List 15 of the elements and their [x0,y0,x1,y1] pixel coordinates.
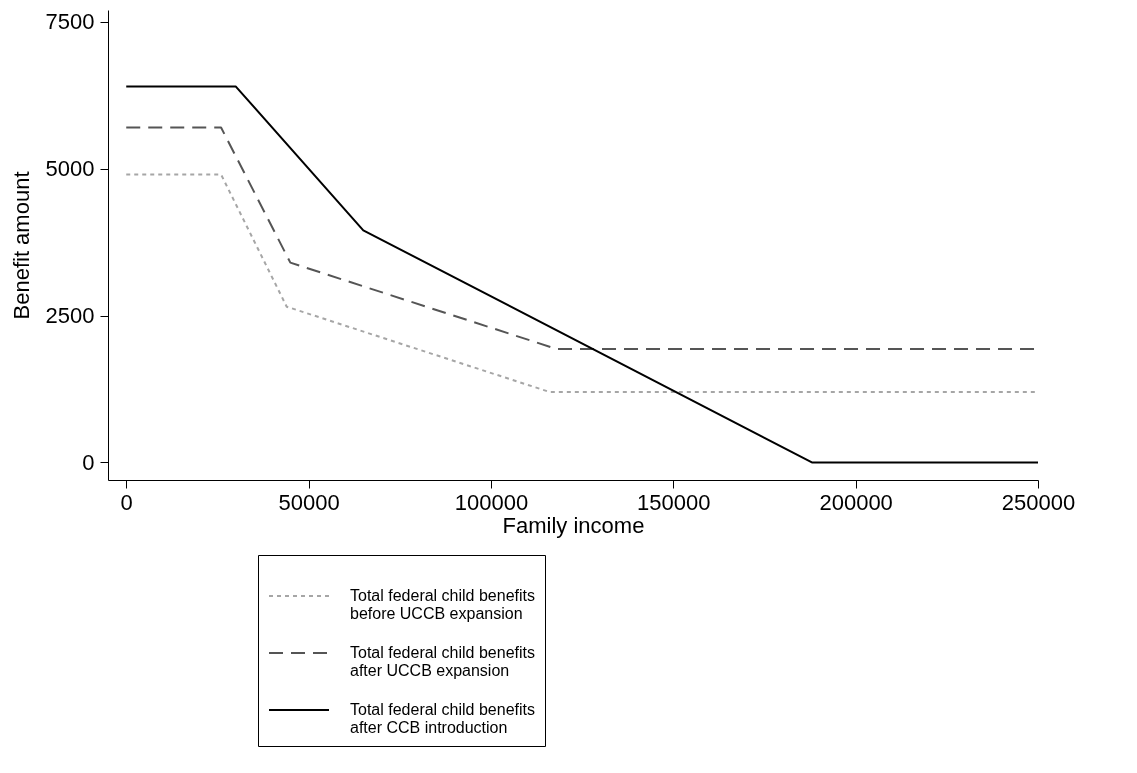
y-axis-title: Benefit amount [8,171,34,320]
y-tick-label: 0 [82,449,95,475]
x-axis-title: Family income [502,512,645,538]
legend-label: Total federal child benefits after CCB introduction [350,701,535,736]
legend-label: Total federal child benefits after UCCB expansion [350,644,535,679]
x-tick-label: 100000 [454,489,529,515]
legend-label: Total federal child benefits before UCCB expansion [350,587,535,622]
y-tick-label: 5000 [45,156,95,182]
x-tick-label: 0 [120,489,133,515]
x-tick-label: 50000 [278,489,340,515]
x-tick-label: 200000 [819,489,893,515]
y-tick-label: 7500 [45,9,95,35]
x-tick-label: 250000 [1001,489,1076,515]
x-tick-label: 150000 [637,489,711,515]
y-tick-label: 2500 [45,303,95,328]
